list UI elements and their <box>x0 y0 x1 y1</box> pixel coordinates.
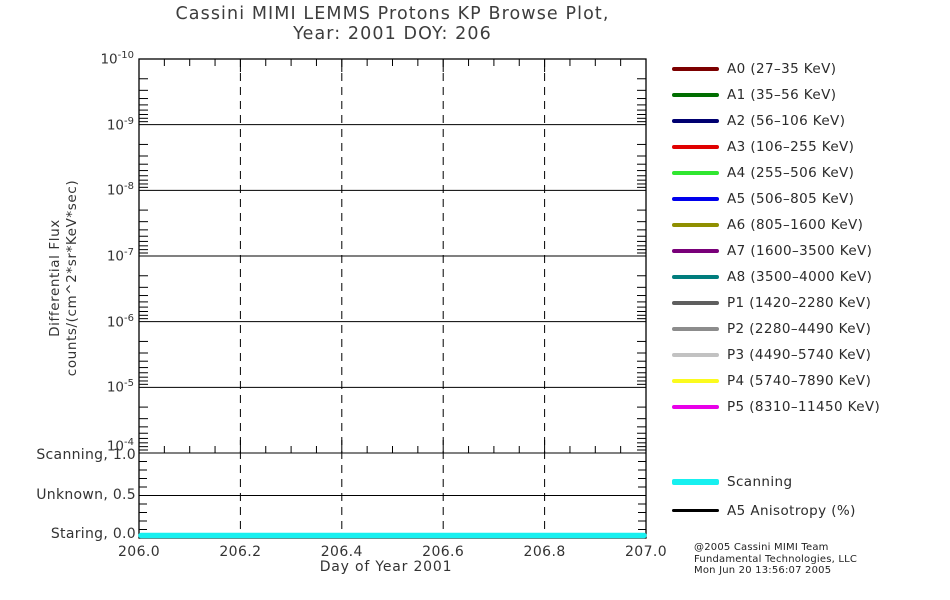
legend-label: A4 (255–506 KeV) <box>727 165 855 181</box>
legend-label: A2 (56–106 KeV) <box>727 113 846 129</box>
legend-color-line <box>672 197 719 201</box>
y-status-tick-label: Unknown, 0.5 <box>36 486 136 503</box>
legend-item: P4 (5740–7890 KeV) <box>672 368 880 394</box>
legend-color-line <box>672 145 719 149</box>
legend-label: P2 (2280–4490 KeV) <box>727 321 872 337</box>
x-axis-label: Day of Year 2001 <box>319 559 453 575</box>
x-tick-label: 206.2 <box>219 544 262 560</box>
chart-title: Cassini MIMI LEMMS Protons KP Browse Plo… <box>110 4 675 44</box>
legend-item: A5 (506–805 KeV) <box>672 186 880 212</box>
legend-label: P1 (1420–2280 KeV) <box>727 295 872 311</box>
legend-item: A5 Anisotropy (%) <box>672 496 856 525</box>
x-tick-label: 206.8 <box>523 544 566 560</box>
legend-item: Scanning <box>672 467 856 496</box>
legend-label: A0 (27–35 KeV) <box>727 61 837 77</box>
legend-label: A7 (1600–3500 KeV) <box>727 243 873 259</box>
legend-label: A1 (35–56 KeV) <box>727 87 837 103</box>
legend-item: A4 (255–506 KeV) <box>672 160 880 186</box>
legend-label: A3 (106–255 KeV) <box>727 139 855 155</box>
legend-item: P2 (2280–4490 KeV) <box>672 316 880 342</box>
y-status-tick-label: Staring, 0.0 <box>50 526 136 542</box>
y-flux-tick-label: 10-8 <box>106 181 134 199</box>
legend-label: A8 (3500–4000 KeV) <box>727 269 873 285</box>
legend-label: P5 (8310–11450 KeV) <box>727 399 881 415</box>
y-flux-tick-label: 10-9 <box>106 115 134 134</box>
legend-color-line <box>672 478 719 485</box>
x-tick-label: 206.6 <box>422 544 465 560</box>
x-tick-label: 206.0 <box>117 544 161 560</box>
legend-item: P3 (4490–5740 KeV) <box>672 342 880 368</box>
legend-item: P1 (1420–2280 KeV) <box>672 290 880 316</box>
y-flux-tick-label: 10-6 <box>106 312 134 331</box>
y-flux-tick-label: 10-10 <box>100 50 134 68</box>
legend-label: A5 (506–805 KeV) <box>727 191 855 207</box>
legend-color-line <box>672 67 719 71</box>
legend-color-line <box>672 327 719 331</box>
x-tick-label: 207.0 <box>624 544 668 560</box>
y-flux-tick-label: 10-7 <box>106 247 134 265</box>
legend-color-line <box>672 223 719 227</box>
legend-color-line <box>672 93 719 97</box>
legend-extra: Scanning A5 Anisotropy (%) <box>672 467 856 525</box>
legend-item: A7 (1600–3500 KeV) <box>672 238 880 264</box>
legend-color-line <box>672 275 719 279</box>
legend-color-line <box>672 301 719 305</box>
legend-item: A3 (106–255 KeV) <box>672 134 880 160</box>
x-tick-label: 206.4 <box>320 544 363 560</box>
legend-label: Scanning <box>727 473 793 490</box>
legend-item: A8 (3500–4000 KeV) <box>672 264 880 290</box>
legend-color-line <box>672 353 719 357</box>
legend-flux-channels: A0 (27–35 KeV) A1 (35–56 KeV) A2 (56–106 K… <box>672 56 880 420</box>
legend-color-line <box>672 119 719 123</box>
y-status-tick-label: Scanning, 1.0 <box>36 447 136 463</box>
plot-frame <box>138 58 647 539</box>
legend-item: A0 (27–35 KeV) <box>672 56 880 82</box>
legend-color-line <box>672 171 719 175</box>
legend-color-line <box>672 379 719 383</box>
y-flux-tick-label: 10-4 <box>106 437 134 455</box>
legend-item: P5 (8310–11450 KeV) <box>672 394 880 420</box>
legend-color-line <box>672 405 719 409</box>
y-flux-tick-label: 10-5 <box>106 378 134 396</box>
credit-line2: Fundamental Technologies, LLC <box>694 553 858 565</box>
chart-title-line1: Cassini MIMI LEMMS Protons KP Browse Plo… <box>175 4 610 24</box>
legend-color-line <box>672 249 719 253</box>
legend-label: P4 (5740–7890 KeV) <box>727 373 872 389</box>
chart-title-line2: Year: 2001 DOY: 206 <box>293 24 492 44</box>
credit-line3: Mon Jun 20 13:56:07 2005 <box>694 565 832 576</box>
credit-line1: @2005 Cassini MIMI Team <box>694 542 829 553</box>
legend-label: A6 (805–1600 KeV) <box>727 217 864 233</box>
legend-item: A6 (805–1600 KeV) <box>672 212 880 238</box>
credit-text: @2005 Cassini MIMI Team Fundamental Tech… <box>694 542 857 577</box>
legend-color-line <box>672 509 719 512</box>
legend-item: A1 (35–56 KeV) <box>672 82 880 108</box>
legend-label: P3 (4490–5740 KeV) <box>727 347 872 363</box>
legend-item: A2 (56–106 KeV) <box>672 108 880 134</box>
legend-label: A5 Anisotropy (%) <box>727 502 856 519</box>
